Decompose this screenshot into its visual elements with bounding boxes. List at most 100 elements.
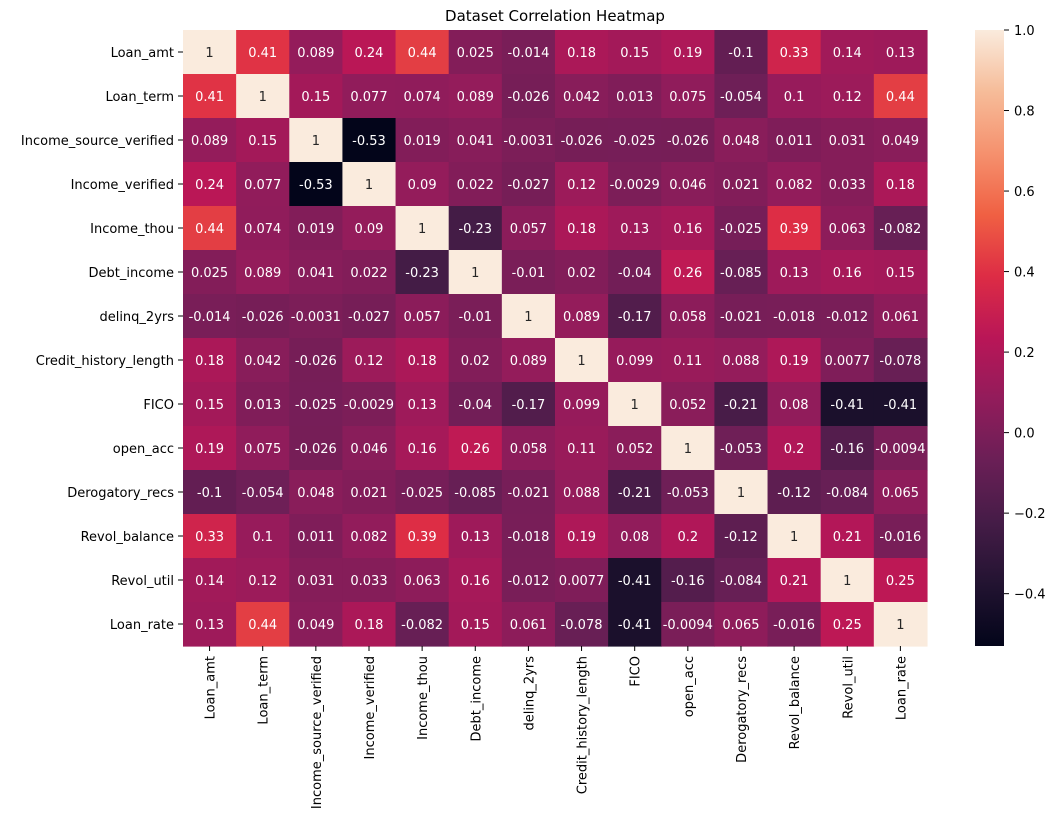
cell-value-label: -0.41 xyxy=(830,398,864,413)
cell-value-label: -0.16 xyxy=(671,574,705,589)
heatmap-cell xyxy=(714,382,769,427)
cell-value-label: 0.18 xyxy=(355,618,384,633)
cell-value-label: 1 xyxy=(790,530,798,545)
heatmap-cell xyxy=(342,382,397,427)
heatmap-cell xyxy=(448,294,503,339)
heatmap-cell xyxy=(236,382,290,427)
cell-value-label: 0.41 xyxy=(248,46,277,61)
heatmap-cell xyxy=(873,118,928,163)
cell-value-label: -0.21 xyxy=(724,398,758,413)
heatmap-cell xyxy=(501,162,556,207)
cell-value-label: -0.17 xyxy=(512,398,546,413)
heatmap-cell xyxy=(714,602,769,647)
cell-value-label: 0.082 xyxy=(350,530,387,545)
heatmap-cell xyxy=(714,162,769,207)
heatmap-cell xyxy=(395,602,450,647)
heatmap-cell xyxy=(554,250,609,295)
heatmap-cell xyxy=(608,426,662,471)
heatmap-cell xyxy=(873,250,928,295)
heatmap-cell xyxy=(873,206,928,251)
cell-value-label: 1 xyxy=(471,266,479,281)
heatmap-cell xyxy=(661,30,715,75)
heatmap-cell xyxy=(714,426,769,471)
heatmap-cell xyxy=(554,30,609,75)
cell-value-label: 0.09 xyxy=(408,178,437,193)
colorbar-tick-label: 0.4 xyxy=(1014,266,1035,281)
cell-value-label: 0.058 xyxy=(510,442,547,457)
heatmap-cell xyxy=(342,74,397,119)
cell-value-label: -0.0029 xyxy=(610,178,660,193)
heatmap-cell xyxy=(820,382,875,427)
heatmap-cell xyxy=(554,338,609,383)
y-tick-label: Loan_term xyxy=(105,90,174,105)
heatmap-cell xyxy=(661,558,715,603)
cell-value-label: 0.2 xyxy=(784,442,805,457)
cell-value-label: 0.09 xyxy=(355,222,384,237)
heatmap-cell xyxy=(236,470,290,515)
heatmap-cell xyxy=(236,338,290,383)
cell-value-label: 0.1 xyxy=(784,90,805,105)
cell-value-label: -0.026 xyxy=(667,134,709,149)
cell-value-label: 0.042 xyxy=(244,354,281,369)
cell-value-label: 1 xyxy=(737,486,745,501)
heatmap-cell xyxy=(820,470,875,515)
heatmap-cell xyxy=(767,250,822,295)
cell-value-label: -0.082 xyxy=(879,222,921,237)
cell-value-label: -0.014 xyxy=(507,46,549,61)
cell-value-label: -0.41 xyxy=(618,574,652,589)
cell-value-label: 0.12 xyxy=(248,574,277,589)
heatmap-cell xyxy=(554,382,609,427)
heatmap-cell xyxy=(767,558,822,603)
heatmap-cell xyxy=(289,382,344,427)
cell-value-label: -0.04 xyxy=(458,398,492,413)
heatmap-cell xyxy=(342,162,397,207)
heatmap-cell xyxy=(767,118,822,163)
heatmap-cell xyxy=(608,250,662,295)
cell-value-label: 0.048 xyxy=(297,486,334,501)
cell-value-label: 0.02 xyxy=(567,266,596,281)
cell-value-label: 0.089 xyxy=(510,354,547,369)
colorbar-tick-label: 1.0 xyxy=(1014,24,1035,39)
cell-value-label: 0.049 xyxy=(297,618,334,633)
cell-value-label: 0.44 xyxy=(195,222,224,237)
cell-value-label: 0.058 xyxy=(669,310,706,325)
cell-value-label: -0.082 xyxy=(401,618,443,633)
cell-value-label: 0.022 xyxy=(457,178,494,193)
cell-value-label: 0.14 xyxy=(195,574,224,589)
cell-value-label: -0.018 xyxy=(773,310,815,325)
cell-value-label: 0.18 xyxy=(567,46,596,61)
heatmap-cell xyxy=(183,30,237,75)
heatmap-cell xyxy=(501,206,556,251)
heatmap-cell xyxy=(395,74,450,119)
heatmap-cell xyxy=(554,162,609,207)
x-tick-label: Credit_history_length xyxy=(576,656,591,794)
heatmap-cell xyxy=(395,338,450,383)
heatmap-cell xyxy=(342,558,397,603)
cell-value-label: 0.13 xyxy=(780,266,809,281)
heatmap-cell xyxy=(501,74,556,119)
cell-value-label: 0.025 xyxy=(191,266,228,281)
cell-value-label: 0.02 xyxy=(461,354,490,369)
heatmap-cell xyxy=(395,162,450,207)
y-tick-label: Income_verified xyxy=(71,178,174,193)
cell-value-label: 0.44 xyxy=(248,618,277,633)
y-tick-label: open_acc xyxy=(113,442,174,457)
cell-value-label: -0.16 xyxy=(830,442,864,457)
heatmap-cell xyxy=(289,426,344,471)
heatmap-cell xyxy=(448,558,503,603)
cell-value-label: -0.012 xyxy=(507,574,549,589)
cell-value-label: 0.12 xyxy=(567,178,596,193)
heatmap-cell xyxy=(236,30,290,75)
cell-value-label: 0.089 xyxy=(191,134,228,149)
cell-value-label: -0.021 xyxy=(720,310,762,325)
cell-value-label: 0.16 xyxy=(408,442,437,457)
heatmap-cell xyxy=(342,250,397,295)
heatmap-cell xyxy=(289,338,344,383)
cell-value-label: 0.033 xyxy=(829,178,866,193)
cell-value-label: 0.061 xyxy=(510,618,547,633)
cell-value-label: 0.025 xyxy=(457,46,494,61)
cell-value-label: -0.12 xyxy=(777,486,811,501)
cell-value-label: -0.053 xyxy=(667,486,709,501)
heatmap-cell xyxy=(608,74,662,119)
